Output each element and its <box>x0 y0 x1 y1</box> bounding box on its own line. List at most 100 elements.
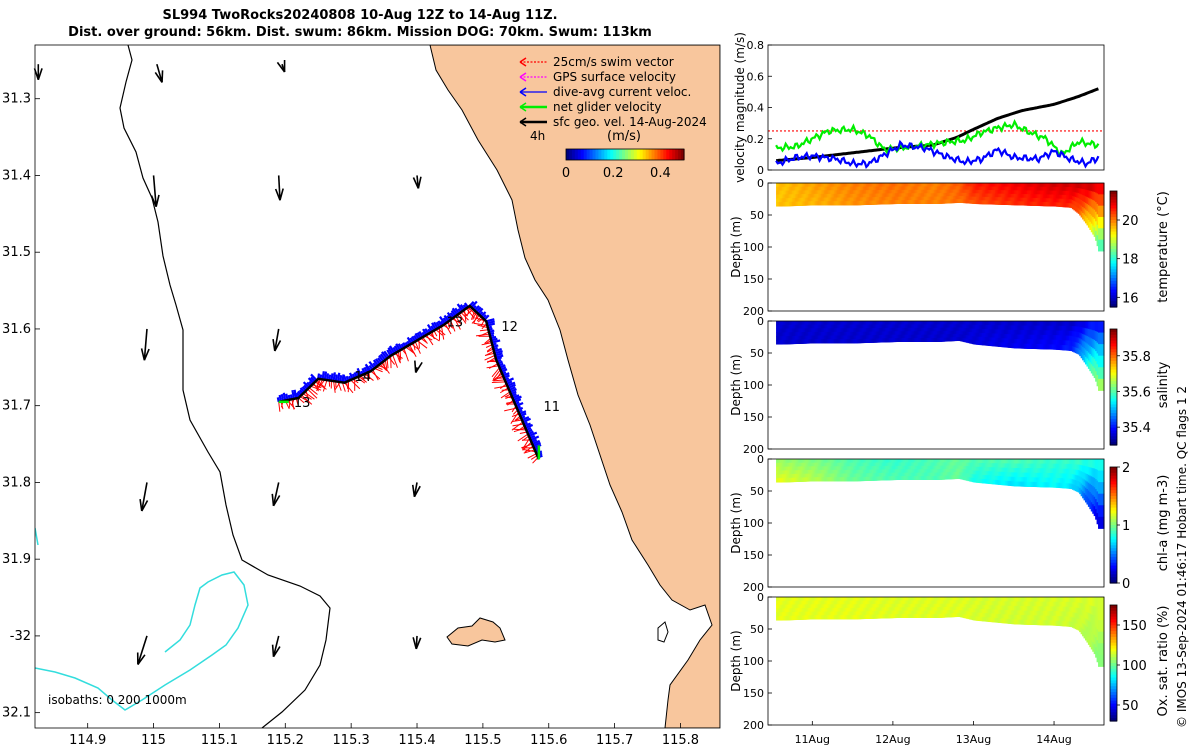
section-data-cell <box>1098 344 1105 357</box>
swim-vector <box>523 448 536 453</box>
geo-arrow-shaft <box>274 328 280 352</box>
map-x-tick-label: 115.8 <box>662 733 699 748</box>
section-colorbar-segment <box>1110 504 1117 509</box>
legend-arrowhead <box>519 102 527 112</box>
section-colorbar-segment <box>1110 472 1117 477</box>
colorbar-segment <box>654 149 659 160</box>
section-colorbar-segment <box>1110 565 1117 570</box>
geo-arrow-head <box>155 194 160 207</box>
section-colorbar-segment <box>1110 358 1117 362</box>
swim-vector <box>446 322 454 329</box>
swim-vector <box>440 326 445 340</box>
dive-avg-current-vector <box>439 316 447 325</box>
section-colorbar-segment <box>1110 366 1117 371</box>
colorbar-segment <box>642 149 647 160</box>
swim-vector <box>465 308 475 319</box>
section-colorbar-segment <box>1110 301 1117 305</box>
dive-avg-current-vector <box>291 389 296 400</box>
depth-tick-label: 150 <box>743 549 764 562</box>
geo-arrow-head <box>154 72 163 83</box>
section-colorbar-segment <box>1110 205 1117 209</box>
geo-arrow-head <box>140 348 146 361</box>
swim-vector <box>484 354 496 361</box>
colorbar-segment <box>645 149 650 160</box>
section-colorbar-segment <box>1110 251 1117 256</box>
section-data-cell <box>1098 183 1105 195</box>
depth-tick-label: 0 <box>757 177 764 190</box>
geo-velocity-arrow <box>412 635 422 650</box>
colorbar-tick-label: 0.4 <box>650 166 671 181</box>
swim-vector <box>333 380 336 393</box>
section-colorbar-segment <box>1110 352 1117 356</box>
dive-avg-current-vector <box>491 339 501 344</box>
geo-velocity-arrow <box>140 328 150 361</box>
title-line-2: Dist. over ground: 56km. Dist. swum: 86k… <box>68 25 652 40</box>
section-colorbar-segment <box>1110 266 1117 270</box>
swim-vector <box>392 354 398 368</box>
section-colorbar-tick: 2 <box>1122 461 1130 476</box>
swim-vector <box>356 376 366 384</box>
geo-arrow-head <box>37 68 43 81</box>
velocity-y-label: velocity magnitude (m/s) <box>733 32 747 183</box>
section-colorbar-segment <box>1110 214 1117 218</box>
geo-arrow-shaft <box>152 175 157 207</box>
swim-vector <box>337 381 342 391</box>
swim-vector <box>418 339 420 349</box>
surface-geo-velocity-arrows <box>33 59 423 665</box>
section-colorbar-segment <box>1110 484 1117 488</box>
swim-vector <box>493 379 505 382</box>
legend-arrowhead <box>519 72 527 82</box>
dive-avg-current-vector <box>282 392 287 401</box>
colorbar-segment <box>636 149 641 160</box>
map-x-tick-label: 115.7 <box>596 733 633 748</box>
map-y-tick-label: 31.5 <box>2 245 31 260</box>
geo-arrow-shaft <box>140 482 148 512</box>
section-colorbar-segment <box>1110 286 1117 291</box>
section-colorbar-segment <box>1110 507 1117 512</box>
geo-arrow-head <box>414 360 417 373</box>
isobath-200m <box>119 45 331 728</box>
section-colorbar-segment <box>1110 424 1117 429</box>
island-rottnest <box>446 617 506 647</box>
dive-avg-current-vector <box>321 371 325 380</box>
colorbar-segment <box>622 149 626 160</box>
colorbar-segment <box>651 149 656 160</box>
section-colorbar-segment <box>1110 384 1117 388</box>
section-colorbar-segment <box>1110 389 1117 394</box>
swim-vector <box>422 336 428 344</box>
section-data-cell <box>1098 482 1105 495</box>
section-data-cell <box>1098 332 1105 345</box>
section-colorbar-segment <box>1110 416 1117 420</box>
isobath-1000m-left <box>35 527 39 546</box>
colorbar-segment <box>675 149 679 160</box>
section-data-cell <box>1098 367 1105 380</box>
swim-vector <box>455 315 461 324</box>
section-data-cell <box>1098 355 1105 368</box>
geo-arrow-head <box>276 61 286 73</box>
section-colorbar-segment <box>1110 392 1117 397</box>
map-y-tick-label: 31.3 <box>2 92 31 107</box>
section-colorbar-segment <box>1110 427 1117 432</box>
geo-arrow-head <box>272 339 276 352</box>
swim-vector <box>491 367 500 378</box>
depth-axis-label: Depth (m) <box>729 492 743 553</box>
legend-label: sfc geo. vel. 14-Aug-2024 <box>553 115 707 129</box>
section-colorbar-tick: 0 <box>1122 577 1130 592</box>
geo-arrow-head <box>279 188 284 201</box>
section-colorbar-segment <box>1110 418 1117 423</box>
colorbar-segment <box>657 149 661 160</box>
section-colorbar-tick: 16 <box>1122 291 1139 306</box>
colorbar-segment <box>595 149 600 160</box>
section-colorbar-segment <box>1110 211 1117 215</box>
section-colorbar-segment <box>1110 519 1117 523</box>
swim-vector <box>481 342 492 346</box>
colorbar-segment <box>633 149 638 160</box>
section-colorbar-segment <box>1110 525 1117 529</box>
section-colorbar-segment <box>1110 577 1117 581</box>
geo-velocity-arrow <box>274 175 284 201</box>
